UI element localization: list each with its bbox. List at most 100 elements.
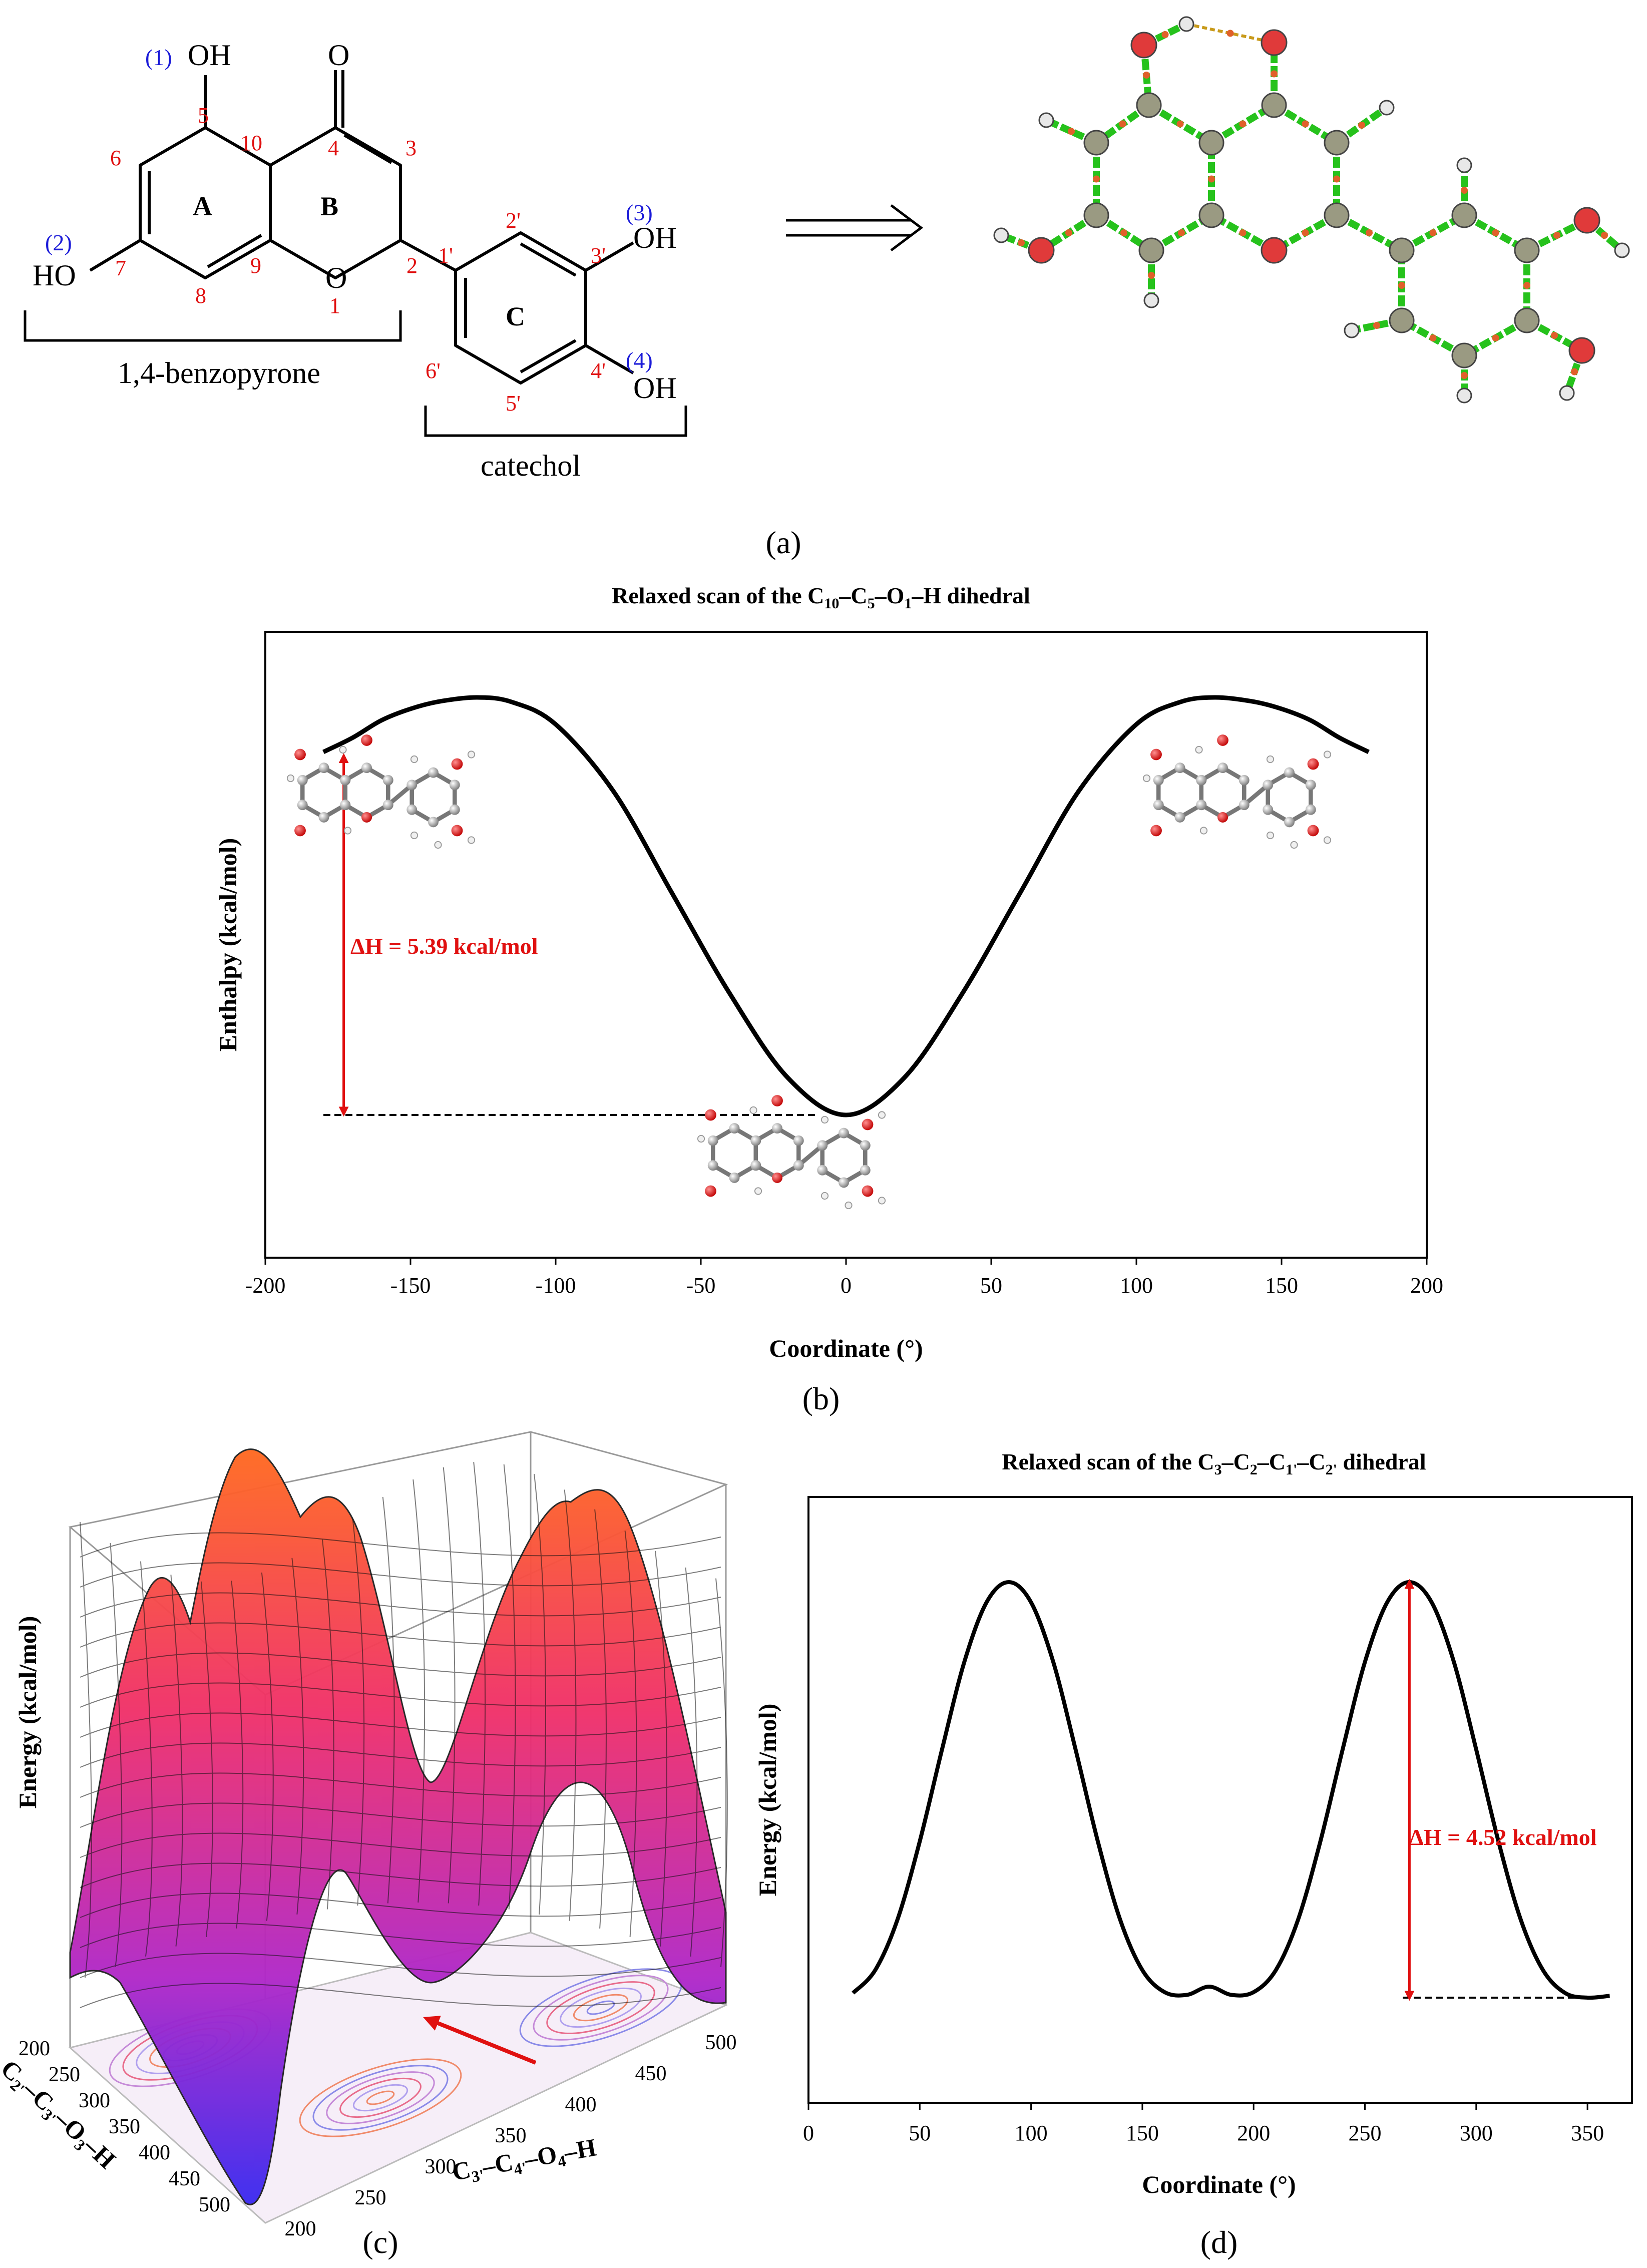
oh-label-2: HO [33, 259, 76, 292]
bond-critical-point [1523, 282, 1530, 289]
hydrogen-atom [434, 841, 442, 849]
series-line-enthalpy [322, 695, 1370, 1117]
hydrogen-atom [1266, 755, 1275, 764]
bond-critical-point [1271, 70, 1278, 78]
mesh-line [80, 1772, 721, 1798]
bond-critical-point [1302, 229, 1309, 236]
atom-10: 10 [240, 131, 262, 155]
panel-b: Relaxed scan of the C10–C5–O1–H dihedral… [214, 583, 1443, 1416]
oxygen-atom [451, 758, 463, 770]
carbon-atom [839, 1127, 849, 1139]
mesh-line [80, 1592, 721, 1618]
contour-line [366, 2090, 395, 2105]
oxygen-atom-O4 [1261, 29, 1288, 56]
oxygen-atom [862, 1185, 874, 1197]
bond-critical-point [1119, 120, 1126, 128]
bond-critical-point [1093, 175, 1100, 183]
axis1-tick-label-6: 500 [199, 2193, 230, 2216]
carbon-atom [1174, 763, 1185, 774]
bond-critical-point [1373, 322, 1380, 329]
bond-critical-point [1571, 368, 1578, 375]
atom-1: 1 [329, 293, 340, 318]
bond-critical-point [1461, 372, 1468, 379]
flavonoid-structure [89, 70, 634, 385]
x-tick-label-4: 200 [1237, 2121, 1270, 2145]
chart-b-marks: -200 -150 -100 -50 0 50 100 150 200 [245, 695, 1443, 1298]
carbon-atom [707, 1160, 718, 1171]
mesh-line [291, 1558, 304, 1915]
axis2-tick-label-1: 250 [355, 2186, 386, 2209]
contour-line [533, 1975, 669, 2041]
mesh-line [321, 1539, 334, 1910]
mesh-line [140, 1561, 153, 1957]
mesh-line [170, 1575, 183, 1947]
caption-d: (d) [1200, 2224, 1238, 2260]
hydrogen-atom-H3p [1614, 242, 1630, 258]
carbon-atom [793, 1160, 804, 1171]
carbon-atom [1239, 800, 1250, 811]
x-tick-label-8: 200 [1410, 1273, 1443, 1298]
carbon-atom [750, 1135, 761, 1146]
carbon-atom [382, 800, 393, 811]
axis1-tick-label-1: 250 [49, 2063, 80, 2086]
ring-b-label: B [320, 191, 338, 221]
x-tick-label-3: 150 [1126, 2121, 1159, 2145]
carbon-atom [1239, 775, 1250, 786]
carbon-atom [1217, 763, 1228, 774]
bond-critical-point [1068, 128, 1075, 135]
oh-index-4: (4) [626, 347, 653, 373]
atom-7: 7 [115, 256, 126, 280]
ring-oxygen-atom [361, 812, 372, 823]
mesh-line [594, 1509, 607, 1929]
mesh-line [80, 1532, 721, 1558]
bond-critical-point [1148, 272, 1155, 279]
hydrogen-atom [1195, 745, 1203, 754]
atom-3: 3 [405, 136, 417, 160]
carbon-atom [428, 817, 439, 828]
mesh-line [80, 1742, 721, 1768]
mesh-line [655, 1551, 667, 1947]
chart-d-plot-area [807, 1496, 1633, 2104]
oxygen-atom [771, 1095, 783, 1106]
panel-a: A B C O O (1) OH (2) HO (3) OH (4) OH 5 … [24, 16, 1630, 560]
oh-label-4: OH [633, 371, 677, 405]
carbon-atom-C2p [1451, 202, 1477, 228]
surface-mesh [80, 1462, 728, 2008]
hydrogen-atom [878, 1111, 886, 1119]
contour-line [326, 2071, 435, 2124]
bond-critical-point [1358, 122, 1365, 129]
carbon-atom [340, 775, 351, 786]
carbon-atom [428, 767, 439, 778]
x-tick-label-1: -150 [390, 1273, 431, 1298]
hydrogen-atom [467, 750, 476, 759]
carbon-atom [1196, 800, 1207, 811]
hydrogen-atom [845, 1201, 853, 1210]
brace-label-benzopyrone: 1,4-benzopyrone [118, 356, 320, 390]
carbon-atom [793, 1135, 804, 1146]
molecule-thumb-right [1142, 734, 1332, 849]
contour-line [573, 1994, 629, 2022]
chart-d-marks: 0 50 100 150 200 250 300 350 [803, 1579, 1610, 2145]
bond-critical-point [1143, 72, 1150, 79]
carbon-atom-C7 [1083, 202, 1109, 228]
carbon-atom [1153, 800, 1164, 811]
panel-d: Relaxed scan of the C3–C2–C1'–C2' dihedr… [753, 1449, 1633, 2260]
carbon-atom [860, 1140, 871, 1151]
atom-4p: 4' [591, 358, 606, 383]
hydrogen-atom [1290, 841, 1298, 849]
mesh-line [564, 1489, 577, 1921]
hydrogen-atom-H7 [993, 227, 1009, 243]
hydrogen-atom [820, 1115, 829, 1124]
mesh-line [413, 1479, 426, 1903]
x-tick-label-7: 150 [1265, 1273, 1298, 1298]
mesh-line [80, 1522, 92, 1978]
hydrogen-atom [286, 774, 295, 783]
ring-a-label: A [193, 191, 212, 221]
series-line-energy [852, 1580, 1610, 2000]
bond-critical-point [1492, 334, 1499, 341]
bond-critical-point [1120, 229, 1127, 236]
bond-critical-point [1551, 332, 1558, 339]
bond-critical-point [1492, 229, 1499, 236]
chart-b-title: Relaxed scan of the C10–C5–O1–H dihedral [612, 583, 1030, 612]
oxygen-atom [1150, 748, 1162, 761]
